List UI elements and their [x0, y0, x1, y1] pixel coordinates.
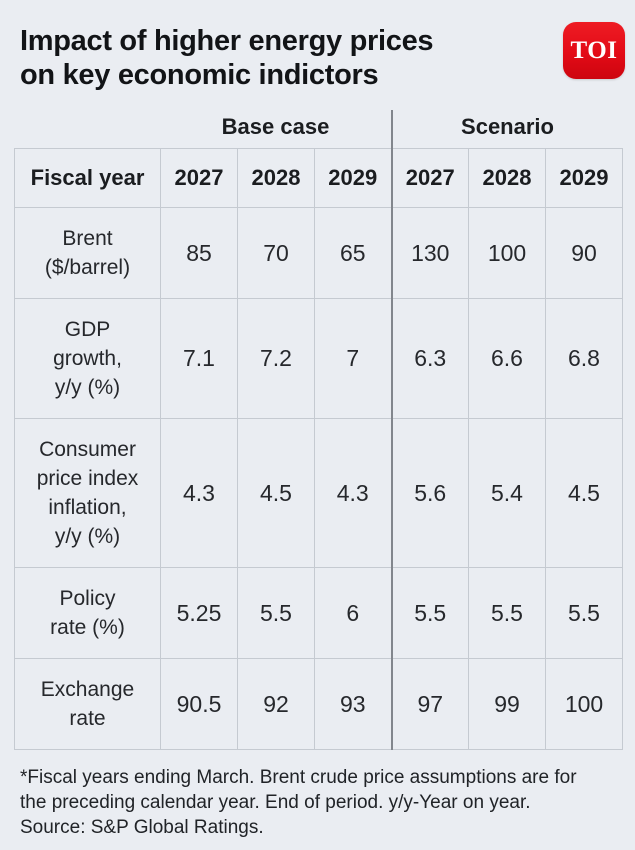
- row-label: GDP growth, y/y (%): [14, 298, 161, 419]
- row-label: Brent ($/barrel): [14, 207, 161, 299]
- value-cell: 6.6: [468, 298, 546, 419]
- value-cell: 130: [390, 207, 469, 299]
- value-cell: 90: [545, 207, 623, 299]
- value-cell: 5.4: [468, 418, 546, 568]
- table-row: Policy rate (%) 5.25 5.5 6 5.5 5.5 5.5: [14, 567, 623, 659]
- value-cell: 4.3: [160, 418, 238, 568]
- value-cell: 6: [314, 567, 392, 659]
- year-header: 2029: [314, 148, 392, 208]
- value-cell: 70: [237, 207, 315, 299]
- toi-logo-text: TOI: [570, 36, 618, 64]
- indicator-table: Base case Scenario Fiscal year 2027 2028 2029…: [14, 110, 623, 750]
- value-cell: 5.6: [390, 418, 469, 568]
- year-header: 2027: [390, 148, 469, 208]
- table-row: Brent ($/barrel) 85 70 65 130 100 90: [14, 207, 623, 299]
- value-cell: 92: [237, 658, 315, 750]
- value-cell: 99: [468, 658, 546, 750]
- row-label: Policy rate (%): [14, 567, 161, 659]
- value-cell: 93: [314, 658, 392, 750]
- value-cell: 7: [314, 298, 392, 419]
- year-header: 2028: [468, 148, 546, 208]
- year-header: 2029: [545, 148, 623, 208]
- column-group-label: Base case: [221, 114, 330, 139]
- value-cell: 4.3: [314, 418, 392, 568]
- page-title: Impact of higher energy prices on key ec…: [20, 25, 434, 91]
- value-cell: 100: [468, 207, 546, 299]
- value-cell: 5.5: [390, 567, 469, 659]
- value-cell: 7.1: [160, 298, 238, 419]
- table-row: GDP growth, y/y (%) 7.1 7.2 7 6.3 6.6 6.8: [14, 298, 623, 419]
- value-cell: 5.5: [468, 567, 546, 659]
- value-cell: 6.3: [390, 298, 469, 419]
- fiscal-year-header: Fiscal year: [14, 148, 161, 208]
- value-cell: 65: [314, 207, 392, 299]
- toi-logo: TOI: [563, 22, 625, 79]
- value-cell: 5.25: [160, 567, 238, 659]
- value-cell: 97: [390, 658, 469, 750]
- value-cell: 5.5: [545, 567, 623, 659]
- value-cell: 4.5: [237, 418, 315, 568]
- value-cell: 85: [160, 207, 238, 299]
- value-cell: 5.5: [237, 567, 315, 659]
- row-label: Consumer price index inflation, y/y (%): [14, 418, 161, 568]
- year-header: 2027: [160, 148, 238, 208]
- table-row: Consumer price index inflation, y/y (%) 4…: [14, 418, 623, 568]
- row-label: Exchange rate: [14, 658, 161, 750]
- value-cell: 90.5: [160, 658, 238, 750]
- value-cell: 100: [545, 658, 623, 750]
- footnote: *Fiscal years ending March. Brent crude …: [20, 767, 577, 838]
- table-head: Base case Scenario Fiscal year 2027 2028 2029…: [14, 110, 623, 208]
- column-group-row: Base case Scenario: [15, 110, 623, 149]
- year-header-row: Fiscal year 2027 2028 2029 2027 2028 2029: [14, 148, 623, 208]
- table-row: Exchange rate 90.5 92 93 97 99 100: [14, 658, 623, 750]
- value-cell: 7.2: [237, 298, 315, 419]
- value-cell: 4.5: [545, 418, 623, 568]
- corner-cell: [15, 110, 161, 149]
- column-group-label: Scenario: [390, 110, 623, 149]
- value-cell: 6.8: [545, 298, 623, 419]
- table-body: Brent ($/barrel) 85 70 65 130 100 90 GDP growth…: [14, 207, 623, 750]
- year-header: 2028: [237, 148, 315, 208]
